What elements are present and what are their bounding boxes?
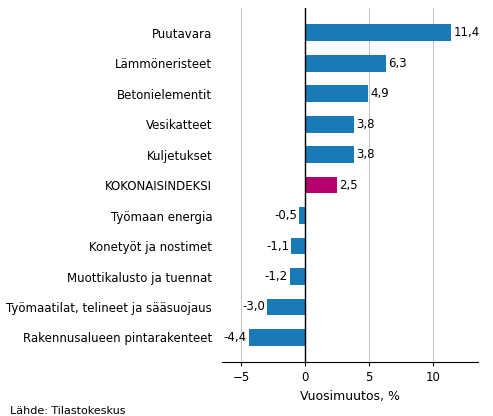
- Bar: [299, 207, 305, 224]
- Bar: [305, 85, 368, 102]
- Bar: [305, 55, 386, 72]
- Bar: [305, 25, 451, 41]
- Bar: [305, 146, 354, 163]
- Bar: [290, 268, 305, 285]
- Text: Lähde: Tilastokeskus: Lähde: Tilastokeskus: [10, 406, 125, 416]
- Text: 6,3: 6,3: [388, 57, 406, 70]
- Bar: [249, 329, 305, 346]
- Bar: [291, 238, 305, 255]
- Text: -0,5: -0,5: [274, 209, 297, 222]
- Bar: [305, 177, 337, 193]
- Text: -3,0: -3,0: [242, 300, 265, 314]
- Text: -4,4: -4,4: [224, 331, 247, 344]
- Text: 11,4: 11,4: [453, 26, 480, 39]
- Text: 4,9: 4,9: [370, 87, 388, 100]
- Text: -1,2: -1,2: [265, 270, 288, 283]
- X-axis label: Vuosimuutos, %: Vuosimuutos, %: [300, 389, 400, 403]
- Text: 3,8: 3,8: [356, 148, 374, 161]
- Text: -1,1: -1,1: [266, 240, 289, 253]
- Bar: [305, 116, 354, 133]
- Text: 3,8: 3,8: [356, 118, 374, 131]
- Bar: [267, 299, 305, 315]
- Text: 2,5: 2,5: [339, 178, 358, 192]
